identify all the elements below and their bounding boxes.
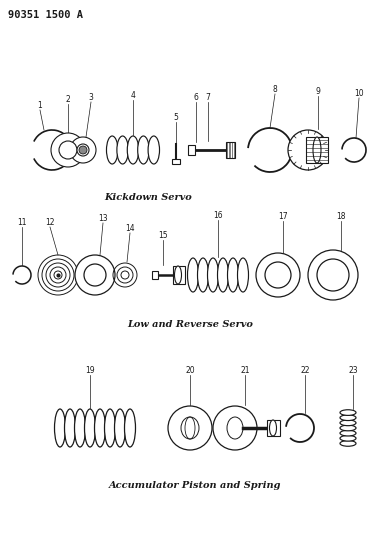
Ellipse shape (340, 430, 356, 436)
Ellipse shape (117, 136, 128, 164)
Ellipse shape (54, 409, 65, 447)
Circle shape (317, 259, 349, 291)
Bar (267, 420, 280, 436)
Ellipse shape (198, 258, 209, 292)
Ellipse shape (217, 258, 228, 292)
Ellipse shape (175, 266, 182, 284)
Text: 10: 10 (354, 89, 364, 98)
Text: 17: 17 (278, 212, 288, 221)
Ellipse shape (238, 258, 249, 292)
Ellipse shape (65, 409, 75, 447)
Ellipse shape (340, 410, 356, 415)
Text: 18: 18 (336, 212, 346, 221)
Text: 13: 13 (98, 214, 108, 223)
Text: 12: 12 (45, 218, 55, 227)
Ellipse shape (138, 136, 149, 164)
Circle shape (77, 144, 89, 156)
Text: 9: 9 (315, 87, 321, 96)
Bar (173, 266, 185, 284)
Circle shape (168, 406, 212, 450)
Text: 11: 11 (17, 218, 27, 227)
Text: 8: 8 (273, 85, 277, 94)
Text: 20: 20 (185, 366, 195, 375)
Text: 1: 1 (38, 101, 42, 110)
Ellipse shape (340, 441, 356, 446)
Ellipse shape (75, 409, 86, 447)
Text: 6: 6 (194, 93, 198, 102)
Ellipse shape (228, 258, 238, 292)
Circle shape (213, 406, 257, 450)
Text: 3: 3 (89, 93, 93, 102)
Bar (226, 142, 235, 158)
Ellipse shape (340, 415, 356, 421)
Circle shape (51, 133, 85, 167)
Ellipse shape (313, 137, 321, 163)
Ellipse shape (107, 136, 118, 164)
Circle shape (265, 262, 291, 288)
Circle shape (79, 146, 87, 154)
Circle shape (256, 253, 300, 297)
Ellipse shape (84, 409, 96, 447)
Ellipse shape (227, 417, 243, 439)
Text: Accumulator Piston and Spring: Accumulator Piston and Spring (109, 481, 281, 490)
Circle shape (59, 141, 77, 159)
Ellipse shape (270, 420, 277, 436)
Ellipse shape (187, 258, 198, 292)
Circle shape (288, 130, 328, 170)
Text: 22: 22 (300, 366, 310, 375)
Text: Low and Reverse Servo: Low and Reverse Servo (127, 320, 253, 329)
Ellipse shape (114, 409, 126, 447)
Text: 7: 7 (205, 93, 210, 102)
Ellipse shape (105, 409, 116, 447)
Text: 15: 15 (158, 231, 168, 240)
Text: 19: 19 (85, 366, 95, 375)
Ellipse shape (340, 425, 356, 431)
Ellipse shape (124, 409, 135, 447)
Text: 16: 16 (213, 211, 223, 220)
Bar (152, 271, 158, 279)
Ellipse shape (207, 258, 219, 292)
Text: 23: 23 (348, 366, 358, 375)
Text: 90351 1500 A: 90351 1500 A (8, 10, 83, 20)
Bar (188, 145, 195, 155)
Ellipse shape (148, 136, 159, 164)
Text: 21: 21 (240, 366, 250, 375)
Text: 5: 5 (173, 113, 179, 122)
Text: 4: 4 (131, 91, 135, 100)
Ellipse shape (181, 417, 199, 439)
Circle shape (308, 250, 358, 300)
Ellipse shape (340, 420, 356, 426)
Ellipse shape (127, 136, 139, 164)
Circle shape (84, 264, 106, 286)
Circle shape (70, 137, 96, 163)
Text: 2: 2 (66, 95, 70, 104)
Circle shape (75, 255, 115, 295)
Ellipse shape (340, 435, 356, 441)
Bar (172, 159, 180, 164)
Bar (306, 137, 328, 163)
Text: Kickdown Servo: Kickdown Servo (104, 193, 192, 202)
Text: 14: 14 (125, 224, 135, 233)
Ellipse shape (95, 409, 105, 447)
